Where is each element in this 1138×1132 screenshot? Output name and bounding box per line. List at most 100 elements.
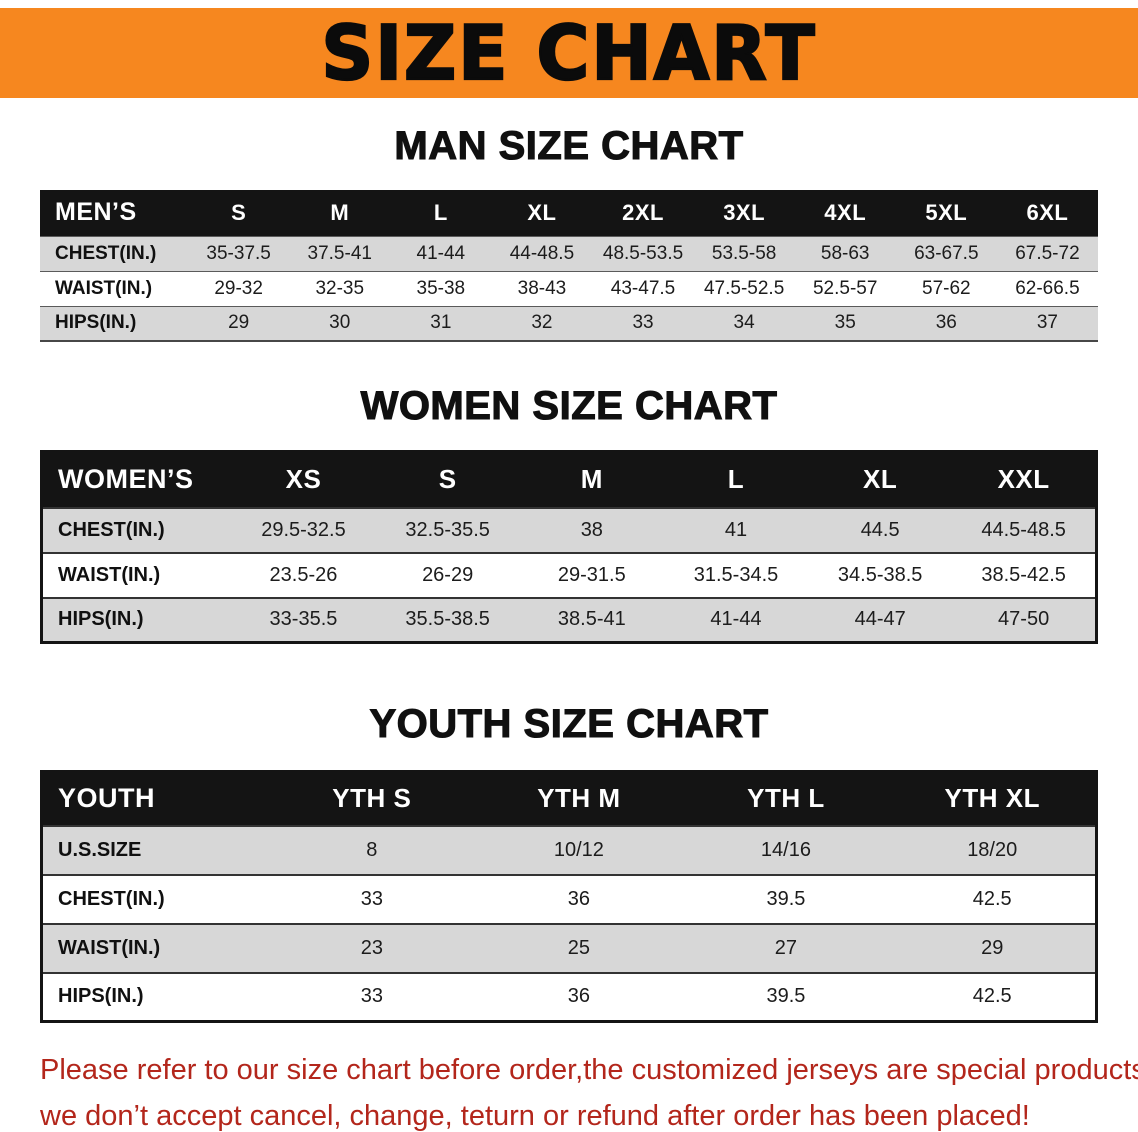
- men-size-column-header: M: [289, 190, 391, 236]
- women-section: WOMEN SIZE CHART WOMEN’S XS S M L XL XXL CHEST(…: [0, 383, 1138, 644]
- men-value-cell: 53.5-58: [711, 242, 777, 264]
- women-table-body: CHEST(IN.) 29.5-32.5 32.5-35.5 38 41 44.5 44.5…: [41, 507, 1097, 643]
- women-value-cell: 32.5-35.5: [405, 518, 490, 541]
- women-size-column-header: M: [519, 451, 664, 508]
- size-chart-banner: SIZE CHART: [0, 8, 1138, 98]
- men-value-cell: 62-66.5: [1015, 277, 1080, 299]
- men-size-column-header: 4XL: [794, 190, 896, 236]
- youth-value-cell: 39.5: [766, 887, 806, 910]
- youth-section-heading: YOUTH SIZE CHART: [369, 701, 769, 746]
- women-row-label: HIPS(IN.): [58, 608, 144, 631]
- youth-table-body: U.S.SIZE 8 10/12 14/16 18/20 CHEST(IN.) 33 36 39…: [41, 825, 1097, 1022]
- women-value-cell: 38.5-41: [557, 608, 626, 631]
- disclaimer-line-1: Please refer to our size chart before or…: [40, 1054, 1138, 1086]
- youth-value-cell: 42.5: [972, 887, 1012, 910]
- men-header-row: MEN’S S M L XL 2XL 3XL 4XL 5XL 6XL: [40, 190, 1098, 236]
- youth-size-column-header: YTH L: [682, 771, 890, 826]
- youth-header-row: YOUTH YTH S YTH M YTH L YTH XL: [41, 771, 1097, 826]
- youth-value-cell: 8: [366, 838, 378, 861]
- women-value-cell: 44.5-48.5: [981, 518, 1066, 541]
- youth-value-cell: 25: [567, 936, 590, 959]
- women-value-cell: 41: [724, 518, 748, 541]
- men-value-cell: 63-67.5: [914, 242, 979, 264]
- women-row-label: CHEST(IN.): [58, 518, 165, 541]
- men-size-column-header: 6XL: [996, 190, 1098, 236]
- men-value-cell: 30: [329, 312, 351, 334]
- women-value-cell: 41-44: [710, 608, 762, 631]
- women-table-row: CHEST(IN.) 29.5-32.5 32.5-35.5 38 41 44.5 44.5…: [41, 507, 1097, 553]
- youth-value-cell: 33: [360, 985, 383, 1008]
- men-row-label: HIPS(IN.): [55, 312, 137, 334]
- women-size-column-header: L: [663, 451, 809, 508]
- youth-size-table: YOUTH YTH S YTH M YTH L YTH XL U.S.SIZE 8 10/12…: [40, 770, 1098, 1023]
- women-value-cell: 38: [580, 518, 603, 541]
- women-value-cell: 33-35.5: [269, 608, 338, 631]
- youth-value-cell: 29: [981, 936, 1004, 959]
- disclaimer-line-2: we don’t accept cancel, change, teturn o…: [40, 1100, 1030, 1132]
- youth-value-cell: 36: [567, 985, 590, 1008]
- youth-table-head: YOUTH YTH S YTH M YTH L YTH XL: [41, 771, 1097, 826]
- men-value-cell: 47.5-52.5: [703, 277, 785, 299]
- men-size-table: MEN’S S M L XL 2XL 3XL 4XL 5XL 6XL CHEST(IN.) 35-37…: [40, 190, 1098, 342]
- men-table-row: HIPS(IN.) 29 30 31 32 33 34 35 36 37: [40, 306, 1098, 341]
- youth-size-column-header: YTH M: [475, 771, 683, 826]
- men-table-title: MEN’S: [40, 190, 189, 236]
- men-value-cell: 44-48.5: [509, 242, 575, 264]
- women-value-cell: 29.5-32.5: [261, 518, 346, 541]
- men-size-column-header: S: [188, 190, 290, 236]
- disclaimer-note: Please refer to our size chart before or…: [40, 1047, 1138, 1132]
- men-size-column-header: 2XL: [592, 190, 694, 236]
- women-table-head: WOMEN’S XS S M L XL XXL: [41, 451, 1097, 508]
- men-value-cell: 29: [228, 312, 250, 334]
- youth-value-cell: 39.5: [766, 985, 806, 1008]
- men-value-cell: 37: [1036, 312, 1058, 334]
- men-table-row: CHEST(IN.) 35-37.5 37.5-41 41-44 44-48.5 48.5…: [40, 236, 1098, 271]
- youth-value-cell: 14/16: [760, 838, 811, 861]
- women-header-row: WOMEN’S XS S M L XL XXL: [41, 451, 1097, 508]
- youth-row-label: HIPS(IN.): [58, 985, 144, 1008]
- women-size-column-header: XXL: [952, 451, 1097, 508]
- youth-size-column-header: YTH S: [268, 771, 476, 826]
- youth-value-cell: 36: [567, 887, 590, 910]
- women-value-cell: 47-50: [998, 608, 1050, 631]
- men-size-column-header: 5XL: [895, 190, 997, 236]
- men-value-cell: 32-35: [315, 277, 365, 299]
- women-table-title: WOMEN’S: [41, 451, 232, 508]
- youth-row-label: WAIST(IN.): [58, 936, 161, 959]
- women-size-column-header: XL: [808, 451, 953, 508]
- youth-table-row: WAIST(IN.) 23 25 27 29: [41, 923, 1097, 973]
- youth-value-cell: 10/12: [553, 838, 604, 861]
- banner-title: SIZE CHART: [320, 8, 817, 98]
- men-value-cell: 35-38: [416, 277, 466, 299]
- men-value-cell: 31: [430, 312, 452, 334]
- women-table-row: WAIST(IN.) 23.5-26 26-29 29-31.5 31.5-34.5 34…: [41, 552, 1097, 598]
- youth-row-label: U.S.SIZE: [58, 838, 142, 861]
- men-table-head: MEN’S S M L XL 2XL 3XL 4XL 5XL 6XL: [40, 190, 1098, 236]
- women-value-cell: 38.5-42.5: [981, 563, 1066, 586]
- youth-section: YOUTH SIZE CHART YOUTH YTH S YTH M YTH L YTH…: [0, 701, 1138, 1023]
- men-value-cell: 37.5-41: [307, 242, 372, 264]
- men-value-cell: 29-32: [214, 277, 263, 299]
- youth-table-row: U.S.SIZE 8 10/12 14/16 18/20: [41, 825, 1097, 875]
- men-value-cell: 35-37.5: [206, 242, 271, 264]
- women-table-row: HIPS(IN.) 33-35.5 35.5-38.5 38.5-41 41-44 44-…: [41, 597, 1097, 643]
- youth-table-title: YOUTH: [41, 771, 269, 826]
- men-value-cell: 67.5-72: [1015, 242, 1080, 264]
- youth-table-row: CHEST(IN.) 33 36 39.5 42.5: [41, 874, 1097, 924]
- men-size-column-header: 3XL: [693, 190, 795, 236]
- women-value-cell: 26-29: [422, 563, 474, 586]
- youth-value-cell: 42.5: [972, 985, 1012, 1008]
- youth-value-cell: 23: [360, 936, 383, 959]
- women-size-column-header: XS: [231, 451, 376, 508]
- men-value-cell: 34: [733, 312, 755, 334]
- women-size-table: WOMEN’S XS S M L XL XXL CHEST(IN.) 29.5-32.5 32.5…: [40, 450, 1098, 644]
- women-size-column-header: S: [375, 451, 520, 508]
- women-value-cell: 29-31.5: [557, 563, 626, 586]
- women-section-heading: WOMEN SIZE CHART: [360, 383, 778, 428]
- men-table-row: WAIST(IN.) 29-32 32-35 35-38 38-43 43-47.5 47.…: [40, 271, 1098, 306]
- women-value-cell: 44.5: [860, 518, 900, 541]
- men-value-cell: 57-62: [922, 277, 971, 299]
- men-section: MAN SIZE CHART MEN’S S M L XL 2XL 3XL 4XL 5XL 6XL…: [0, 123, 1138, 342]
- men-value-cell: 52.5-57: [812, 277, 878, 299]
- youth-row-label: CHEST(IN.): [58, 887, 165, 910]
